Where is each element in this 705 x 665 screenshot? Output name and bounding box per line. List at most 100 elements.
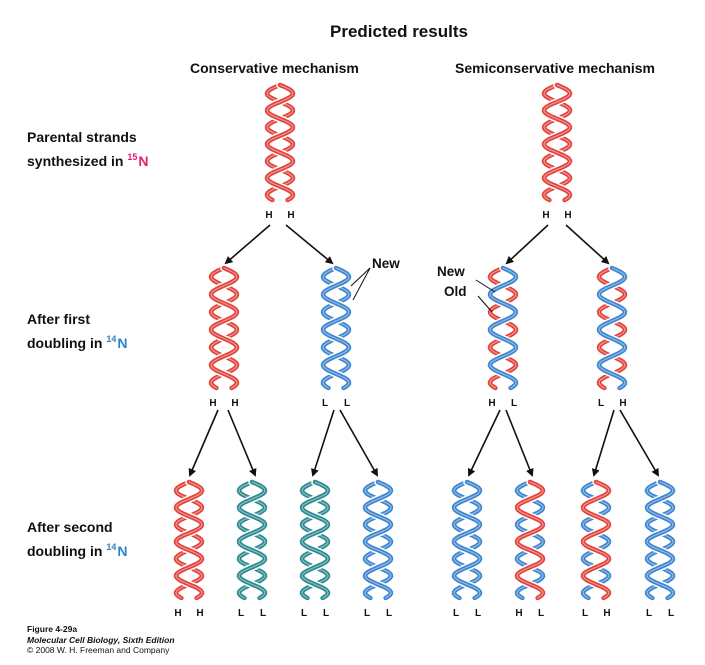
column-header-semiconservative: Semiconservative mechanism bbox=[455, 60, 655, 76]
figure-caption: Figure 4-29a Molecular Cell Biology, Six… bbox=[27, 624, 175, 655]
strand-label: L bbox=[301, 608, 307, 619]
dna-strand bbox=[644, 479, 676, 601]
column-header-conservative: Conservative mechanism bbox=[190, 60, 359, 76]
dna-strand bbox=[320, 265, 352, 391]
strand-label: L bbox=[582, 608, 588, 619]
strand-label: L bbox=[322, 398, 328, 409]
dna-strand bbox=[514, 479, 546, 601]
dna-strand bbox=[320, 265, 352, 391]
dna-strand bbox=[580, 479, 612, 601]
strand-label: H bbox=[231, 398, 238, 409]
new-annotation-semiconservative: New bbox=[437, 264, 465, 279]
dna-strand bbox=[596, 265, 628, 391]
replication-arrow bbox=[311, 409, 335, 477]
strand-label: H bbox=[265, 210, 272, 221]
arrows-layer bbox=[188, 224, 660, 477]
row-label-parental: Parental strands synthesized in 15N bbox=[27, 129, 149, 169]
dna-strand bbox=[541, 82, 573, 203]
strand-label: H bbox=[515, 608, 522, 619]
strand-label: L bbox=[453, 608, 459, 619]
strand-label: L bbox=[668, 608, 674, 619]
strand-label: L bbox=[598, 398, 604, 409]
isotope-14n: 14N bbox=[106, 334, 128, 351]
dna-strand bbox=[208, 265, 240, 391]
dna-strand bbox=[173, 479, 205, 601]
replication-arrow bbox=[227, 409, 257, 477]
dna-strand bbox=[299, 479, 331, 601]
row-label-first-doubling: After first doubling in 14N bbox=[27, 311, 128, 351]
dna-strand bbox=[236, 479, 268, 601]
dna-strand bbox=[596, 265, 628, 391]
replication-arrow bbox=[565, 224, 610, 265]
strand-label: H bbox=[196, 608, 203, 619]
dna-strand bbox=[362, 479, 394, 601]
strand-label: L bbox=[646, 608, 652, 619]
replication-arrow bbox=[505, 409, 534, 477]
dna-strand bbox=[451, 479, 483, 601]
replication-arrow bbox=[188, 409, 219, 477]
dna-strand bbox=[264, 82, 296, 203]
strand-label: L bbox=[344, 398, 350, 409]
strand-label: H bbox=[564, 210, 571, 221]
replication-arrow bbox=[591, 409, 615, 477]
dna-strand bbox=[514, 479, 546, 601]
replication-arrow bbox=[467, 409, 501, 477]
strand-label: H bbox=[488, 398, 495, 409]
old-annotation-semiconservative: Old bbox=[444, 284, 467, 299]
dna-strand bbox=[362, 479, 394, 601]
strand-label: L bbox=[386, 608, 392, 619]
strand-label: L bbox=[511, 398, 517, 409]
figure-title: Predicted results bbox=[330, 22, 468, 41]
dna-strand bbox=[487, 265, 519, 391]
strand-label: H bbox=[174, 608, 181, 619]
strand-label: L bbox=[364, 608, 370, 619]
dna-strand bbox=[541, 82, 573, 203]
dna-strand bbox=[236, 479, 268, 601]
pointer-line bbox=[477, 295, 493, 313]
strand-label: L bbox=[323, 608, 329, 619]
replication-arrow bbox=[285, 224, 334, 265]
isotope-15n: 15N bbox=[127, 152, 149, 169]
dna-strand bbox=[264, 82, 296, 203]
dna-strand bbox=[487, 265, 519, 391]
strand-label: H bbox=[209, 398, 216, 409]
strand-label: H bbox=[542, 210, 549, 221]
strand-label: H bbox=[603, 608, 610, 619]
strand-label: L bbox=[538, 608, 544, 619]
strand-label: L bbox=[260, 608, 266, 619]
pointer-line bbox=[475, 279, 496, 293]
strand-label: H bbox=[287, 210, 294, 221]
dna-strand bbox=[451, 479, 483, 601]
strand-label: L bbox=[475, 608, 481, 619]
replication-arrow bbox=[339, 409, 378, 477]
dna-strand bbox=[299, 479, 331, 601]
annotations-layer: New New Old bbox=[350, 256, 496, 313]
replication-arrow bbox=[619, 409, 660, 477]
dna-strand bbox=[580, 479, 612, 601]
helices-layer: H H H HH H L L H L L HH H L L L L L L L L H L L H L L bbox=[172, 81, 677, 619]
strand-label: L bbox=[238, 608, 244, 619]
replication-arrow bbox=[505, 224, 549, 265]
replication-arrow bbox=[224, 224, 271, 265]
isotope-14n: 14N bbox=[106, 542, 128, 559]
pointer-line bbox=[352, 267, 371, 301]
new-annotation-conservative: New bbox=[372, 256, 400, 271]
dna-strand bbox=[208, 265, 240, 391]
pointer-line bbox=[350, 267, 371, 287]
strand-label: H bbox=[619, 398, 626, 409]
